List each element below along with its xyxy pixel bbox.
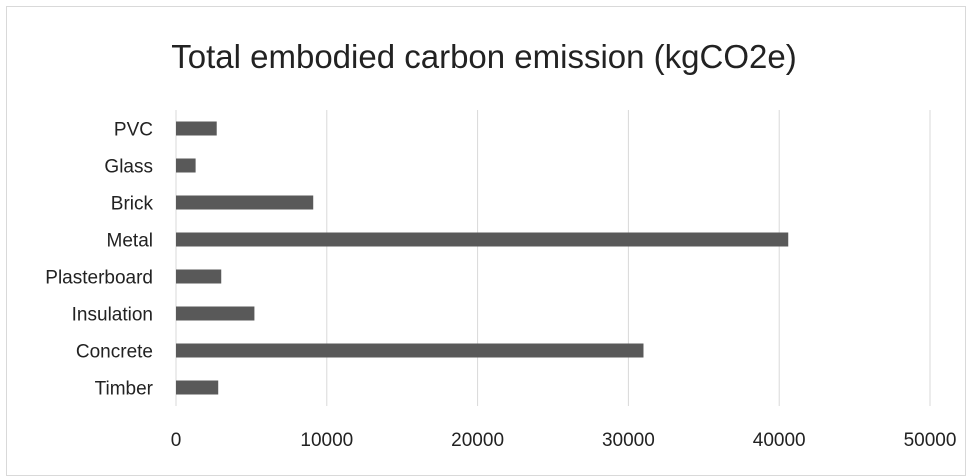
y-category-label: Timber bbox=[95, 379, 154, 400]
x-tick-label: 50000 bbox=[904, 430, 957, 451]
x-tick-label: 10000 bbox=[300, 430, 353, 451]
y-category-label: Glass bbox=[104, 157, 153, 178]
bar-brick bbox=[176, 195, 314, 210]
bar-plasterboard bbox=[176, 269, 222, 284]
y-category-label: Metal bbox=[107, 231, 153, 252]
bar-glass bbox=[176, 158, 196, 173]
x-tick-label: 40000 bbox=[753, 430, 806, 451]
y-category-label: PVC bbox=[114, 120, 153, 141]
y-category-label: Brick bbox=[111, 194, 154, 215]
y-category-label: Insulation bbox=[72, 305, 153, 326]
x-tick-label: 0 bbox=[171, 430, 182, 451]
bar-insulation bbox=[176, 306, 255, 321]
bar-chart: 0 10000 20000 30000 40000 50000 Timber Concrete… bbox=[45, 110, 957, 451]
y-category-label: Plasterboard bbox=[45, 268, 153, 289]
x-tick-label: 30000 bbox=[602, 430, 655, 451]
chart-title: Total embodied carbon emission (kgCO2e) bbox=[171, 38, 797, 75]
y-category-label: Concrete bbox=[76, 342, 153, 363]
x-tick-label: 20000 bbox=[451, 430, 504, 451]
bar-timber bbox=[176, 380, 219, 395]
bar-concrete bbox=[176, 343, 644, 358]
bar-metal bbox=[176, 232, 789, 247]
bar-pvc bbox=[176, 121, 217, 136]
